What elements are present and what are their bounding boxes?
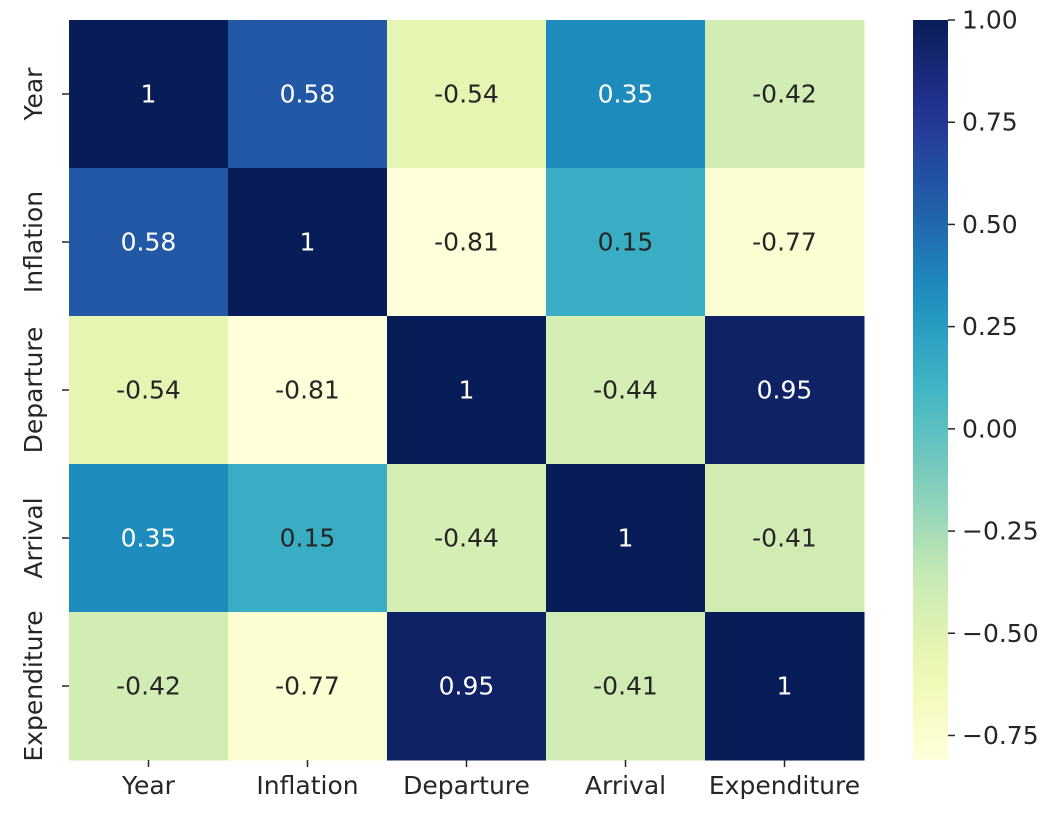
cell-annotation-0-2: -0.54 [434, 80, 499, 109]
y-tick-label-3: Arrival [19, 497, 48, 578]
y-tick-label-2: Departure [19, 327, 48, 454]
heatmap-cell-0-2 [387, 20, 547, 169]
heatmap-cell-0-1 [228, 20, 388, 169]
cell-annotation-2-4: 0.95 [757, 376, 813, 405]
heatmap-cell-2-2 [387, 316, 547, 465]
colorbar-tick-label-5: −0.25 [962, 517, 1039, 546]
cell-annotation-1-3: 0.15 [598, 228, 654, 257]
heatmap-cell-0-0 [69, 20, 229, 169]
heatmap-cell-4-0 [69, 612, 229, 761]
heatmap-cell-1-3 [546, 168, 706, 317]
y-tick-label-1: Inflation [19, 191, 48, 293]
cell-annotation-1-0: 0.58 [121, 228, 177, 257]
x-tick-label-3: Arrival [585, 771, 666, 800]
heatmap-cell-3-1 [228, 464, 388, 613]
cell-annotation-0-4: -0.42 [752, 80, 817, 109]
colorbar-tick-label-7: −0.75 [962, 721, 1039, 750]
cell-annotation-0-3: 0.35 [598, 80, 654, 109]
cell-annotation-3-4: -0.41 [752, 524, 817, 553]
cell-annotation-4-3: -0.41 [593, 672, 658, 701]
x-tick-label-0: Year [121, 771, 176, 800]
cell-annotation-0-0: 1 [141, 80, 157, 109]
colorbar-tick-label-1: 0.75 [962, 108, 1018, 137]
heatmap-cell-0-3 [546, 20, 706, 169]
heatmap-cell-1-1 [228, 168, 388, 317]
colorbar-tick-label-4: 0.00 [962, 414, 1018, 443]
cell-annotation-2-3: -0.44 [593, 376, 658, 405]
heatmap-cell-2-3 [546, 316, 706, 465]
cell-annotation-4-2: 0.95 [439, 672, 495, 701]
heatmap-cell-3-3 [546, 464, 706, 613]
heatmap-cell-4-2 [387, 612, 547, 761]
cell-annotation-3-3: 1 [618, 524, 634, 553]
heatmap-cell-2-4 [705, 316, 865, 465]
colorbar-tick-label-6: −0.50 [962, 619, 1039, 648]
cell-annotation-3-2: -0.44 [434, 524, 499, 553]
heatmap-cell-4-4 [705, 612, 865, 761]
heatmap-cell-2-0 [69, 316, 229, 465]
cell-annotation-2-0: -0.54 [116, 376, 181, 405]
heatmap-cell-1-0 [69, 168, 229, 317]
x-axis: Year Inflation Departure Arrival Expenditure [121, 760, 860, 800]
y-tick-label-0: Year [19, 67, 48, 122]
colorbar-gradient [913, 20, 948, 760]
heatmap-cell-3-4 [705, 464, 865, 613]
heatmap-cell-0-4 [705, 20, 865, 169]
heatmap-cell-4-3 [546, 612, 706, 761]
cell-annotation-1-2: -0.81 [434, 228, 499, 257]
cell-annotation-3-1: 0.15 [280, 524, 336, 553]
heatmap-cell-1-4 [705, 168, 865, 317]
heatmap-cell-1-2 [387, 168, 547, 317]
cell-annotation-1-4: -0.77 [752, 228, 817, 257]
cell-annotation-4-1: -0.77 [275, 672, 340, 701]
cell-annotation-2-2: 1 [459, 376, 475, 405]
colorbar: 1.00 0.75 0.50 0.25 0.00 −0.25 −0.50 −0.75 [913, 6, 1039, 760]
x-tick-label-1: Inflation [256, 771, 358, 800]
cell-annotation-1-1: 1 [300, 228, 316, 257]
cell-annotation-4-4: 1 [777, 672, 793, 701]
x-tick-label-2: Departure [403, 771, 530, 800]
cell-annotation-4-0: -0.42 [116, 672, 181, 701]
heatmap-cell-2-1 [228, 316, 388, 465]
heatmap-cell-3-0 [69, 464, 229, 613]
x-tick-label-4: Expenditure [709, 771, 860, 800]
cell-annotation-2-1: -0.81 [275, 376, 340, 405]
heatmap-cell-4-1 [228, 612, 388, 761]
colorbar-tick-label-2: 0.50 [962, 210, 1018, 239]
heatmap-cells: 1 0.58 -0.54 0.35 -0.42 0.58 1 -0.81 0.15 -0.77 -0… [69, 20, 865, 761]
y-axis: Year Inflation Departure Arrival Expenditure [19, 67, 69, 762]
heatmap-cell-3-2 [387, 464, 547, 613]
y-tick-label-4: Expenditure [19, 610, 48, 761]
cell-annotation-0-1: 0.58 [280, 80, 336, 109]
colorbar-tick-label-0: 1.00 [962, 6, 1018, 35]
colorbar-tick-label-3: 0.25 [962, 312, 1018, 341]
cell-annotation-3-0: 0.35 [121, 524, 177, 553]
